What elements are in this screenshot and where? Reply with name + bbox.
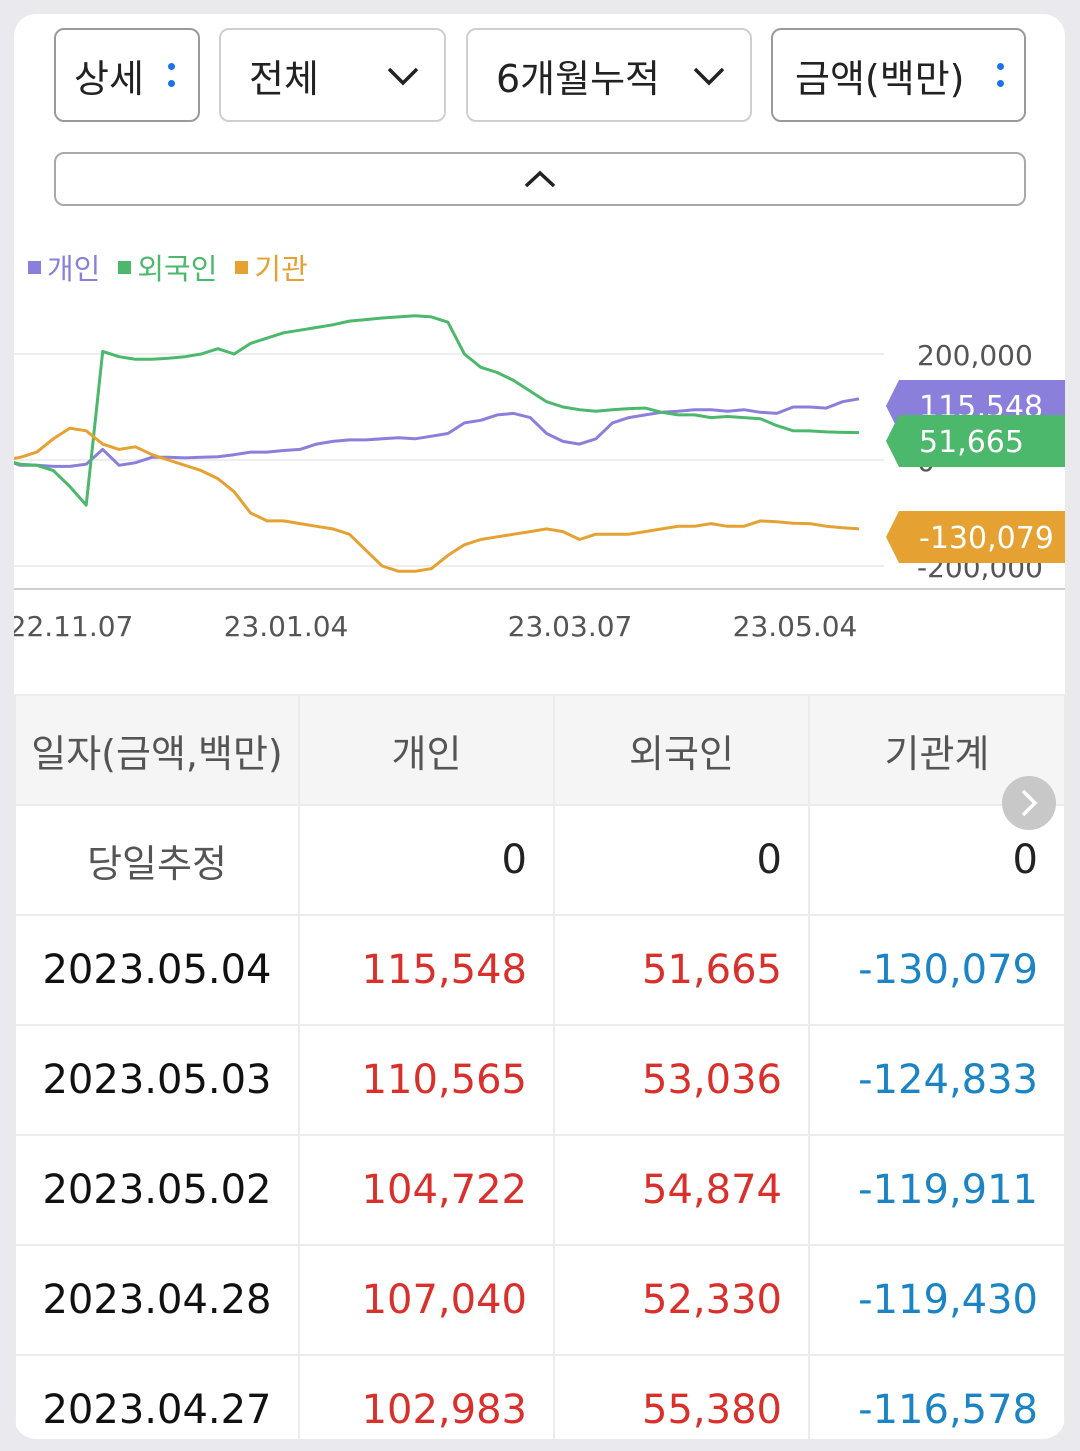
- row-individual: 107,040: [298, 1244, 555, 1356]
- row-institution: -119,430: [808, 1244, 1065, 1356]
- row-foreign: 51,665: [553, 914, 810, 1026]
- scope-dropdown[interactable]: 전체: [219, 28, 446, 122]
- investor-table: 일자(금액,백만) 개인 외국인 기관계 당일추정 0 0 0 2023.05.…: [14, 694, 1065, 1439]
- row-individual: 110,565: [298, 1024, 555, 1136]
- row-date: 2023.05.04: [14, 914, 300, 1026]
- legend-swatch: [28, 260, 41, 274]
- view-selector[interactable]: 상세: [54, 28, 200, 122]
- table-header-row: 일자(금액,백만) 개인 외국인 기관계: [14, 694, 1065, 806]
- y-tick-label: 200,000: [917, 339, 1033, 372]
- row-individual: 0: [298, 804, 555, 916]
- table-row: 2023.04.28 107,040 52,330 -119,430: [14, 1244, 1065, 1356]
- row-foreign: 55,380: [553, 1354, 810, 1439]
- collapse-button[interactable]: [54, 152, 1026, 206]
- unit-selector[interactable]: 금액(백만): [771, 28, 1026, 122]
- row-date: 2023.04.27: [14, 1354, 300, 1439]
- end-value-tag: -130,079: [886, 511, 1065, 563]
- end-value-tag-shape: [886, 511, 1065, 563]
- unit-selector-label: 금액(백만): [795, 56, 965, 101]
- chevron-down-icon: [693, 67, 725, 86]
- period-dropdown-label: 6개월누적: [496, 56, 661, 101]
- row-foreign: 54,874: [553, 1134, 810, 1246]
- row-individual: 104,722: [298, 1134, 555, 1246]
- end-value-tag-shape: [886, 415, 1065, 467]
- table-row: 2023.05.04 115,548 51,665 -130,079: [14, 914, 1065, 1026]
- series-line: [14, 314, 860, 507]
- x-tick-label: 22.11.07: [14, 610, 133, 643]
- row-individual: 102,983: [298, 1354, 555, 1439]
- row-foreign: 52,330: [553, 1244, 810, 1356]
- row-foreign: 0: [553, 804, 810, 916]
- end-value-label: 51,665: [919, 425, 1024, 460]
- table-row: 2023.05.02 104,722 54,874 -119,911: [14, 1134, 1065, 1246]
- row-date: 당일추정: [14, 804, 300, 916]
- series-line: [14, 397, 860, 468]
- scope-dropdown-label: 전체: [249, 56, 319, 101]
- row-date: 2023.05.03: [14, 1024, 300, 1136]
- header-foreign: 외국인: [553, 694, 810, 806]
- row-institution: -116,578: [808, 1354, 1065, 1439]
- period-dropdown[interactable]: 6개월누적: [466, 28, 752, 122]
- chevron-up-icon: [524, 170, 556, 188]
- chart-legend: 개인 외국인 기관: [28, 246, 308, 288]
- legend-swatch: [235, 260, 249, 274]
- chevron-down-icon: [387, 67, 419, 86]
- x-tick-label: 23.05.04: [733, 610, 858, 643]
- row-foreign: 53,036: [553, 1024, 810, 1136]
- legend-item-institution: 기관: [235, 246, 308, 288]
- end-value-tag: 51,665: [886, 415, 1065, 467]
- x-tick-label: 23.01.04: [224, 610, 349, 643]
- table-row: 당일추정 0 0 0: [14, 804, 1065, 916]
- row-individual: 115,548: [298, 914, 555, 1026]
- series-line: [14, 426, 860, 573]
- row-date: 2023.05.02: [14, 1134, 300, 1246]
- cumulative-net-buy-chart[interactable]: 200,0000-200,00022.11.0723.01.0423.03.07…: [14, 284, 1065, 664]
- table-row: 2023.04.27 102,983 55,380 -116,578: [14, 1354, 1065, 1439]
- legend-swatch: [118, 260, 132, 274]
- legend-label: 외국인: [137, 252, 218, 286]
- row-institution: -119,911: [808, 1134, 1065, 1246]
- legend-item-foreign: 외국인: [118, 246, 217, 288]
- header-date: 일자(금액,백만): [14, 694, 300, 806]
- header-individual: 개인: [298, 694, 555, 806]
- more-options-icon: [997, 63, 1004, 87]
- row-institution: -130,079: [808, 914, 1065, 1026]
- x-tick-label: 23.03.07: [508, 610, 633, 643]
- chevron-right-icon: [1021, 789, 1038, 817]
- legend-label: 기관: [254, 252, 308, 286]
- legend-item-individual: 개인: [28, 246, 100, 288]
- investor-trend-panel: 상세 전체 6개월누적 금액(백만) 개인 외국인 기관: [14, 14, 1065, 1439]
- table-row: 2023.05.03 110,565 53,036 -124,833: [14, 1024, 1065, 1136]
- legend-label: 개인: [47, 252, 101, 286]
- row-institution: -124,833: [808, 1024, 1065, 1136]
- row-date: 2023.04.28: [14, 1244, 300, 1356]
- view-selector-label: 상세: [74, 56, 144, 101]
- scroll-right-button[interactable]: [1002, 776, 1056, 830]
- end-value-label: -130,079: [919, 521, 1054, 556]
- more-options-icon: [167, 63, 175, 87]
